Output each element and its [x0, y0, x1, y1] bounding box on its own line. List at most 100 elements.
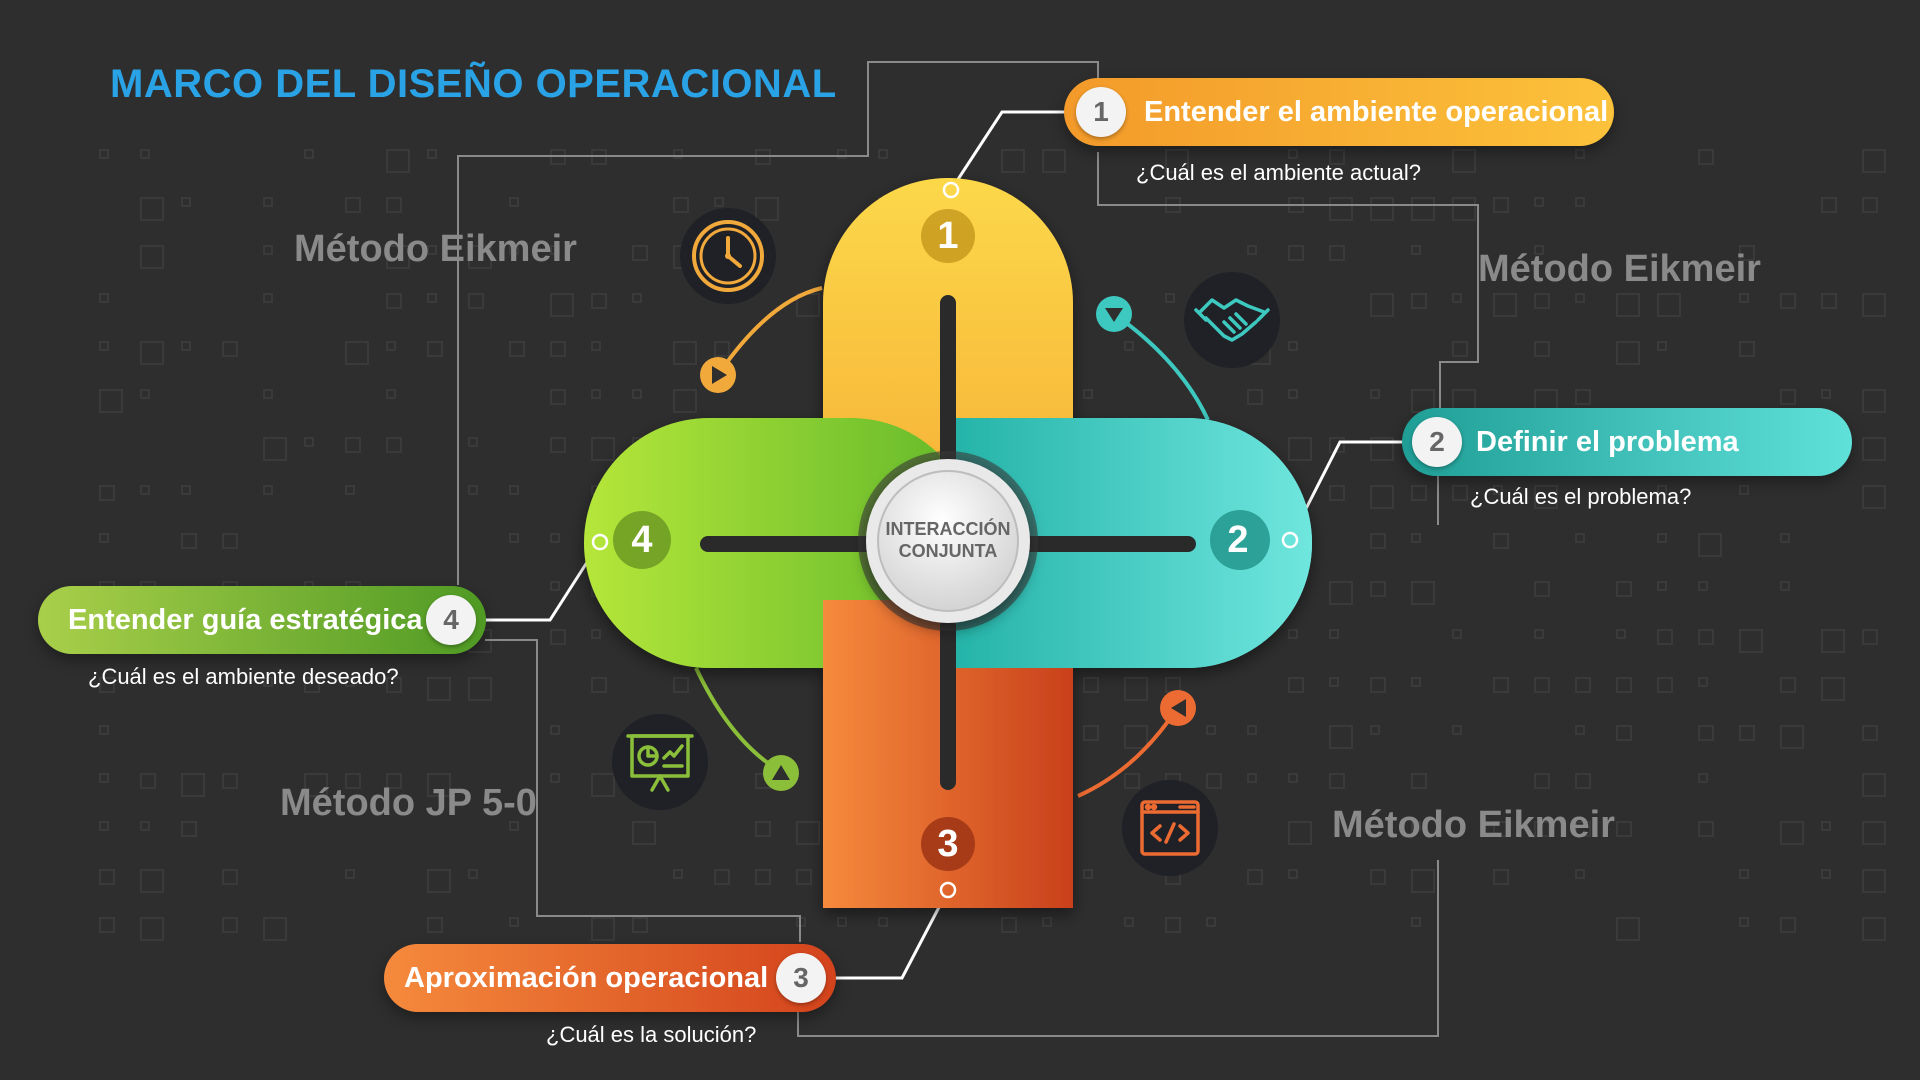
bg-square	[755, 821, 771, 837]
bg-square	[1329, 437, 1345, 453]
step-label-1: Entender el ambiente operacional	[1144, 95, 1609, 128]
bg-square	[878, 149, 888, 159]
bg-square	[1657, 293, 1681, 317]
method-label-top-right: Método Eikmeir	[1478, 248, 1761, 290]
step-label-3: Aproximación operacional	[404, 961, 769, 994]
bg-square	[1370, 677, 1386, 693]
presentation-chart-icon	[612, 714, 708, 810]
step-label-4: Entender guía estratégica	[68, 603, 423, 636]
bg-square	[1780, 917, 1796, 933]
bg-square	[1575, 197, 1585, 207]
bg-square	[1411, 821, 1421, 831]
bg-square	[550, 437, 566, 453]
frame-line-top-right	[1097, 152, 1479, 440]
bg-square	[1493, 485, 1503, 495]
bg-square	[1780, 389, 1796, 405]
bg-square	[1329, 245, 1345, 261]
bg-square	[386, 341, 396, 351]
center-label: INTERACCIÓN CONJUNTA	[880, 518, 1016, 562]
bg-square	[345, 341, 369, 365]
bg-square	[222, 533, 238, 549]
bg-square	[1411, 869, 1435, 893]
bg-square	[1698, 725, 1714, 741]
bg-square	[550, 389, 566, 405]
bg-square	[1411, 581, 1435, 605]
bg-square	[1329, 725, 1353, 749]
bg-square	[1124, 917, 1134, 927]
bg-square	[1575, 821, 1591, 837]
bg-square	[99, 917, 115, 933]
bg-square	[509, 245, 519, 255]
step-question-3: ¿Cuál es la solución?	[546, 1022, 757, 1047]
bg-square	[1698, 677, 1708, 687]
bg-square	[1821, 629, 1845, 653]
bg-square	[181, 773, 205, 797]
bg-square	[1493, 677, 1509, 693]
bg-square	[509, 341, 525, 357]
bg-square	[673, 677, 689, 693]
step-question-1: ¿Cuál es el ambiente actual?	[1136, 160, 1421, 185]
bg-square	[304, 437, 314, 447]
arc-arrow-yellow	[718, 286, 823, 374]
bg-square	[222, 773, 238, 789]
bg-square	[1042, 149, 1066, 173]
bg-square	[1329, 581, 1353, 605]
bg-square	[1083, 869, 1093, 879]
bg-square	[1370, 725, 1380, 735]
bg-square	[1288, 437, 1312, 461]
bg-square	[1862, 725, 1878, 741]
bg-square	[550, 533, 560, 543]
bg-square	[1493, 293, 1517, 317]
bg-square	[1739, 869, 1749, 879]
bg-square	[591, 389, 601, 399]
bg-square	[1124, 773, 1140, 789]
bg-square	[181, 533, 197, 549]
center-label-line2: CONJUNTA	[898, 541, 998, 561]
bg-square	[1534, 245, 1544, 255]
bg-square	[181, 485, 191, 495]
end-marker-1	[942, 181, 960, 199]
bg-square	[1124, 677, 1148, 701]
bg-square	[1165, 677, 1181, 693]
bg-square	[673, 149, 683, 159]
bg-square	[1370, 581, 1386, 597]
bg-square	[386, 677, 402, 693]
bg-square	[140, 821, 150, 831]
arm-badge-2	[1210, 510, 1270, 570]
bg-square	[263, 197, 273, 207]
bg-square	[1370, 869, 1386, 885]
bg-square	[1329, 197, 1353, 221]
bg-square	[1452, 341, 1468, 357]
bg-square	[140, 485, 150, 495]
bg-square	[1206, 725, 1216, 735]
bg-square	[345, 197, 361, 213]
bg-square	[1370, 485, 1394, 509]
bg-square	[345, 437, 361, 453]
step-label-2: Definir el problema	[1476, 425, 1739, 458]
bg-square	[1411, 197, 1435, 221]
bg-square	[837, 917, 847, 927]
bg-square	[509, 917, 519, 927]
bg-square	[1247, 245, 1257, 255]
bg-square	[99, 773, 109, 783]
bg-square	[1616, 725, 1632, 741]
bg-square	[550, 341, 566, 357]
bg-square	[1657, 581, 1667, 591]
bg-square	[1288, 821, 1312, 845]
arc-arrow-orange	[1077, 708, 1178, 798]
arrow-head-orange-triangle	[1171, 699, 1186, 717]
bg-square	[386, 293, 402, 309]
arrow-head-green-triangle	[772, 765, 790, 780]
bg-square	[222, 917, 238, 933]
bg-square	[550, 629, 566, 645]
bg-square	[1698, 629, 1714, 645]
bg-square	[550, 773, 560, 783]
bg-square	[1124, 341, 1134, 351]
bg-square	[1616, 341, 1640, 365]
slot-vertical-top	[940, 295, 956, 475]
bg-square	[222, 341, 238, 357]
bg-square	[632, 293, 642, 303]
arm-number-1: 1	[937, 214, 959, 257]
bg-square	[1534, 677, 1550, 693]
